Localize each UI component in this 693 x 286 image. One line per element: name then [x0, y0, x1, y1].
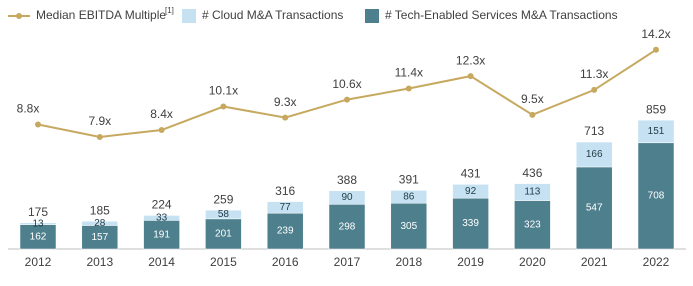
legend-swatch: [365, 9, 379, 23]
line-point: [96, 133, 103, 140]
line-point: [529, 111, 536, 118]
line-point: [467, 73, 474, 80]
legend-line-dot: [16, 13, 22, 19]
value-label: 9.5x: [521, 92, 544, 106]
value-label: 11.4x: [395, 66, 423, 80]
value-label: 10.6x: [332, 77, 361, 91]
line-point: [282, 114, 289, 121]
bar-segment: [637, 142, 675, 250]
bar-segment: [575, 166, 613, 250]
bar-segment: [328, 190, 366, 205]
x-tick-label: 2015: [210, 255, 237, 269]
line-point: [158, 127, 165, 134]
total-label: 185: [90, 203, 110, 217]
total-label: 391: [399, 173, 419, 187]
bar-segment: [390, 203, 428, 250]
segment-label: 162: [30, 231, 47, 242]
bar-segment: [81, 221, 119, 226]
bar-segment: [205, 209, 242, 220]
value-label: 14.2x: [641, 27, 670, 41]
segment-label: 191: [153, 229, 170, 240]
segment-label: 151: [648, 126, 665, 137]
bar-segment: [266, 201, 304, 214]
bar-segment: [19, 224, 57, 250]
x-tick-label: 2014: [148, 255, 175, 269]
x-tick-label: 2020: [519, 255, 546, 269]
segment-label: 339: [462, 218, 479, 229]
x-tick-label: 2012: [25, 255, 52, 269]
value-label: 11.3x: [580, 67, 608, 81]
segment-label: 28: [94, 218, 106, 229]
x-tick-label: 2022: [643, 255, 670, 269]
line-point: [35, 121, 41, 128]
segment-label: 113: [524, 187, 540, 198]
bar-segment: [637, 119, 675, 144]
total-label: 259: [213, 192, 233, 206]
total-label: 316: [275, 184, 295, 198]
bar-segment: [390, 190, 428, 204]
legend-footnote: [1]: [165, 6, 174, 15]
legend-label: Median EBITDA Multiple: [36, 8, 166, 22]
segment-label: 298: [339, 221, 356, 232]
segment-label: 13: [32, 218, 44, 229]
bar-segment: [452, 197, 489, 250]
segment-label: 708: [648, 191, 665, 202]
segment-label: 86: [403, 191, 415, 202]
total-label: 431: [461, 167, 481, 181]
total-label: 859: [646, 102, 666, 116]
bar-segment: [266, 212, 304, 250]
bar-segment: [328, 204, 366, 250]
value-label: 7.9x: [88, 114, 111, 128]
total-label: 436: [522, 166, 542, 180]
segment-label: 58: [218, 209, 230, 220]
value-label: 12.3x: [456, 53, 485, 67]
value-label: 8.8x: [17, 102, 40, 116]
legend-label: # Cloud M&A Transactions: [202, 8, 343, 22]
segment-label: 157: [91, 232, 108, 243]
value-label: 8.4x: [150, 107, 173, 121]
segment-label: 239: [277, 226, 294, 237]
x-tick-label: 2017: [334, 255, 361, 269]
x-tick-label: 2019: [457, 255, 484, 269]
total-label: 175: [28, 205, 48, 219]
bar-segment: [143, 220, 180, 250]
total-label: 388: [337, 173, 357, 187]
value-label: 10.1x: [209, 84, 238, 98]
segment-label: 166: [586, 149, 603, 160]
x-tick-label: 2013: [86, 255, 113, 269]
legend-label: # Tech-Enabled Services M&A Transactions: [385, 8, 618, 22]
line: [37, 48, 657, 138]
segment-label: 547: [586, 203, 603, 214]
segment-label: 92: [465, 186, 477, 197]
segment-label: 90: [341, 192, 353, 203]
bar-segment: [205, 218, 242, 250]
segment-label: 323: [524, 219, 541, 230]
x-tick-label: 2016: [272, 255, 299, 269]
bar-segment: [452, 184, 489, 199]
total-label: 224: [152, 198, 172, 212]
bar-segment: [19, 222, 57, 225]
legend-swatch: [182, 9, 196, 23]
segment-label: 33: [156, 213, 168, 224]
x-tick-label: 2018: [395, 255, 422, 269]
segment-label: 305: [400, 221, 417, 232]
line-point: [405, 85, 412, 92]
x-tick-label: 2021: [581, 255, 608, 269]
line-point: [220, 103, 227, 110]
bar-segment: [514, 183, 551, 201]
bar-segment: [514, 200, 551, 250]
line-point: [344, 96, 350, 103]
segment-label: 201: [215, 229, 232, 240]
line-point: [591, 86, 598, 93]
bar-segment: [575, 141, 613, 168]
value-label: 9.3x: [274, 95, 297, 109]
total-label: 713: [584, 124, 604, 138]
line-point: [653, 46, 659, 53]
bar-segment: [143, 215, 180, 221]
segment-label: 77: [280, 202, 292, 213]
